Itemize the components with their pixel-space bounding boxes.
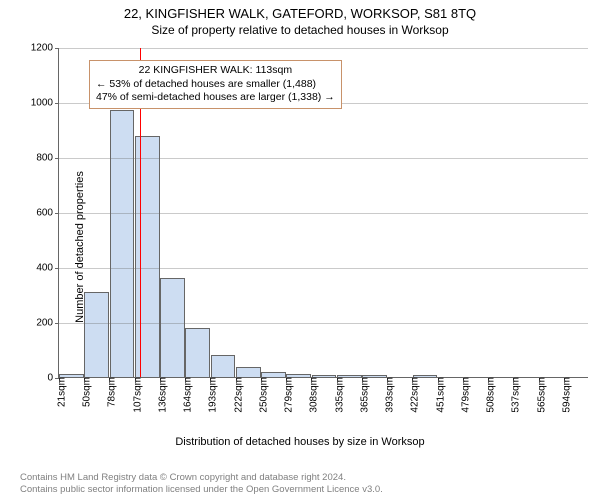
ytick-label: 400 [36, 263, 59, 274]
xtick-label: 451sqm [429, 377, 446, 413]
histogram-bar [135, 136, 160, 377]
xtick-label: 308sqm [303, 377, 320, 413]
xtick-label: 50sqm [76, 377, 93, 407]
ytick-label: 200 [36, 318, 59, 329]
gridline [59, 323, 588, 324]
histogram-bar [236, 367, 261, 377]
annotation-box: 22 KINGFISHER WALK: 113sqm ← 53% of deta… [89, 60, 342, 109]
footer-line-1: Contains HM Land Registry data © Crown c… [20, 472, 383, 484]
gridline [59, 158, 588, 159]
ytick-label: 1200 [31, 43, 59, 54]
gridline [59, 268, 588, 269]
page-title: 22, KINGFISHER WALK, GATEFORD, WORKSOP, … [0, 0, 600, 21]
plot-area: 020040060080010001200 21sqm50sqm78sqm107… [58, 48, 588, 378]
histogram-bar [110, 110, 135, 377]
xtick-label: 250sqm [252, 377, 269, 413]
xtick-label: 565sqm [530, 377, 547, 413]
xtick-label: 222sqm [227, 377, 244, 413]
histogram-bar [160, 278, 185, 377]
footer-line-2: Contains public sector information licen… [20, 484, 383, 496]
gridline [59, 48, 588, 49]
annotation-line-3: 47% of semi-detached houses are larger (… [96, 91, 335, 105]
xtick-label: 279sqm [278, 377, 295, 413]
page-subtitle: Size of property relative to detached ho… [0, 21, 600, 37]
xtick-label: 508sqm [480, 377, 497, 413]
gridline [59, 213, 588, 214]
xtick-label: 193sqm [202, 377, 219, 413]
x-axis-label: Distribution of detached houses by size … [0, 436, 600, 448]
xtick-label: 107sqm [126, 377, 143, 413]
ytick-label: 1000 [31, 98, 59, 109]
xtick-label: 21sqm [51, 377, 68, 407]
xtick-label: 136sqm [151, 377, 168, 413]
chart-container: Number of detached properties 0200400600… [0, 42, 600, 452]
xtick-label: 335sqm [328, 377, 345, 413]
footer-attribution: Contains HM Land Registry data © Crown c… [20, 472, 383, 496]
annotation-line-2: ← 53% of detached houses are smaller (1,… [96, 78, 335, 92]
xtick-label: 365sqm [353, 377, 370, 413]
ytick-label: 800 [36, 153, 59, 164]
xtick-label: 594sqm [555, 377, 572, 413]
xtick-label: 422sqm [404, 377, 421, 413]
histogram-bar [211, 355, 236, 377]
histogram-bar [185, 328, 210, 378]
ytick-label: 600 [36, 208, 59, 219]
xtick-label: 537sqm [505, 377, 522, 413]
xtick-label: 78sqm [101, 377, 118, 407]
histogram-bar [84, 292, 109, 377]
annotation-line-1: 22 KINGFISHER WALK: 113sqm [96, 64, 335, 78]
xtick-label: 393sqm [379, 377, 396, 413]
xtick-label: 164sqm [177, 377, 194, 413]
xtick-label: 479sqm [454, 377, 471, 413]
